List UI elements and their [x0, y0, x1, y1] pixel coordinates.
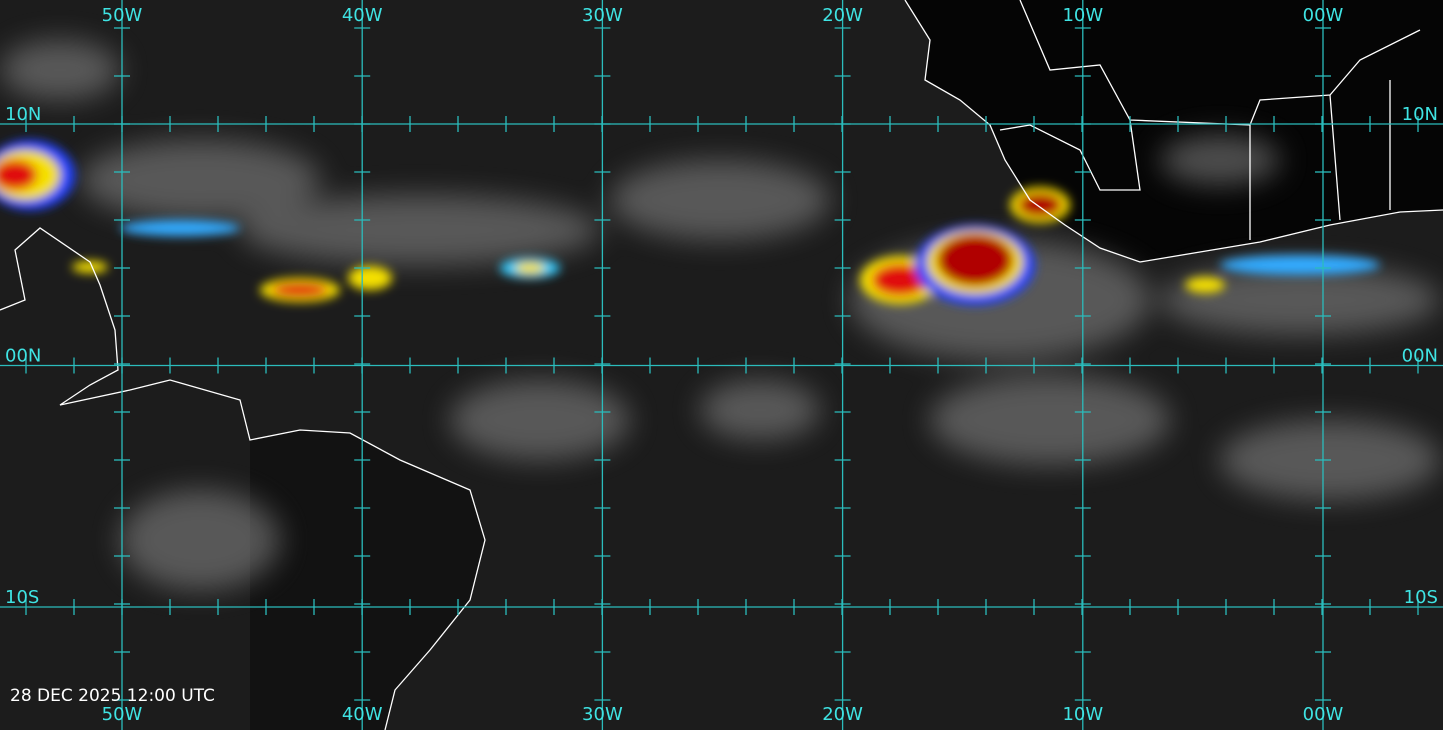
longitude-label-bottom: 50W: [102, 704, 143, 725]
longitude-label-top: 20W: [822, 5, 863, 26]
latitude-label-left: 00N: [5, 346, 41, 367]
longitude-label-bottom: 30W: [582, 704, 623, 725]
latitude-label-left: 10S: [5, 587, 39, 608]
longitude-label-top: 10W: [1062, 5, 1103, 26]
longitude-label-bottom: 00W: [1303, 704, 1344, 725]
latitude-label-right: 10N: [1402, 104, 1438, 125]
convection: [0, 140, 1380, 305]
timestamp: 28 DEC 2025 12:00 UTC: [10, 686, 215, 706]
longitude-label-bottom: 40W: [342, 704, 383, 725]
longitude-label-top: 40W: [342, 5, 383, 26]
longitude-label-top: 30W: [582, 5, 623, 26]
latitude-label-right: 10S: [1404, 587, 1438, 608]
longitude-label-top: 00W: [1303, 5, 1344, 26]
longitude-label-bottom: 20W: [822, 704, 863, 725]
longitude-label-bottom: 10W: [1062, 704, 1103, 725]
longitude-label-top: 50W: [102, 5, 143, 26]
brazil-land: [250, 430, 485, 730]
latitude-label-left: 10N: [5, 104, 41, 125]
latitude-label-right: 00N: [1402, 346, 1438, 367]
